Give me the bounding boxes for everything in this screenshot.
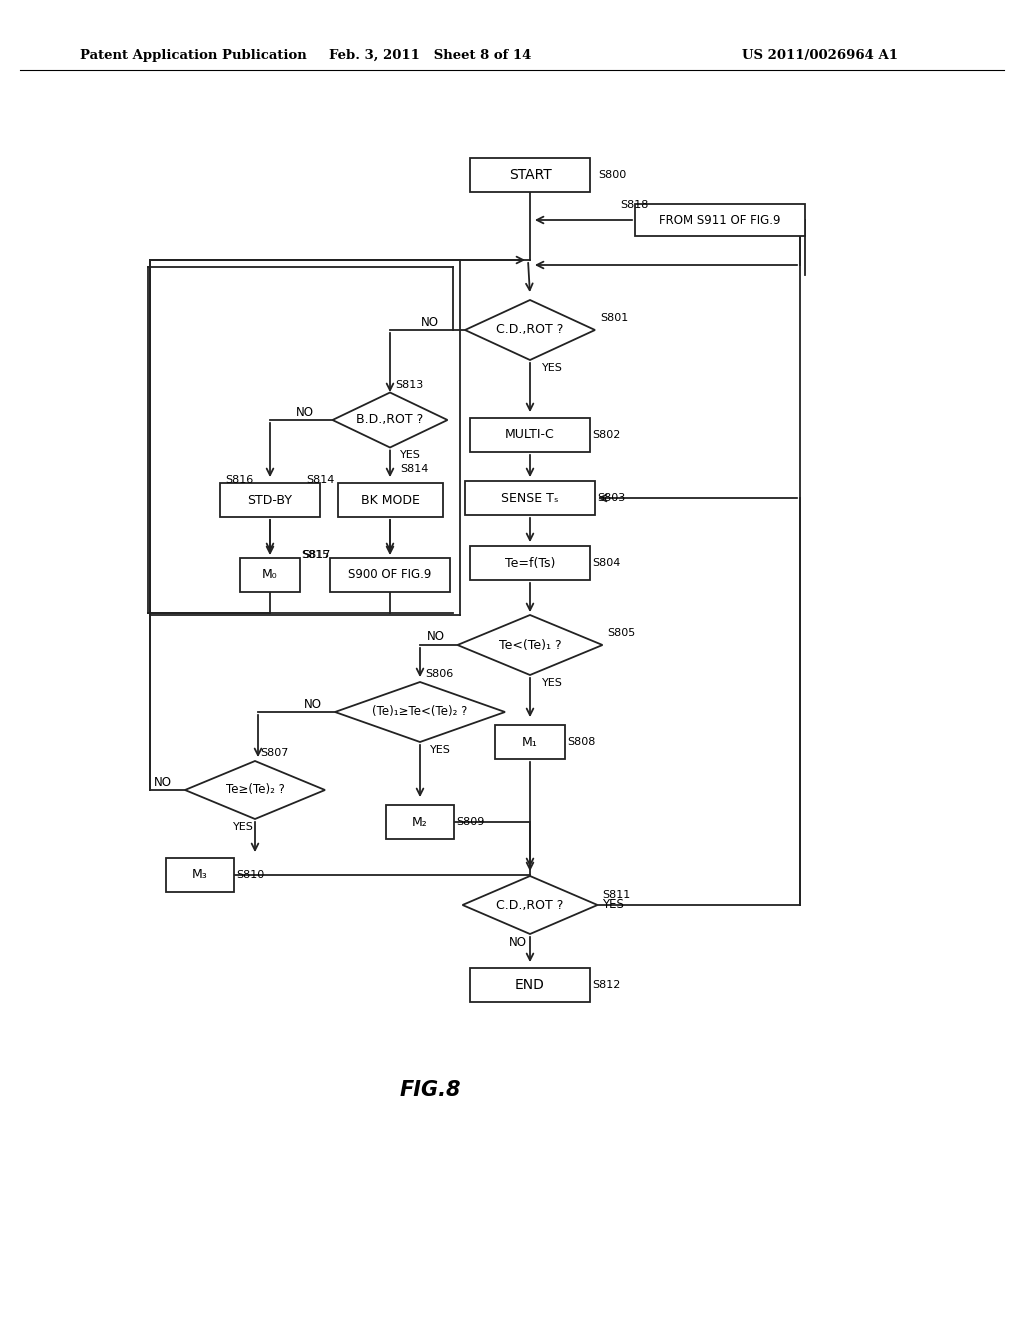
Text: YES: YES [232, 822, 253, 832]
Text: S817: S817 [302, 550, 331, 560]
Text: S818: S818 [620, 201, 648, 210]
Text: S805: S805 [607, 628, 636, 638]
FancyBboxPatch shape [470, 546, 590, 579]
Text: S801: S801 [600, 313, 629, 323]
Text: S803: S803 [597, 492, 626, 503]
FancyBboxPatch shape [635, 205, 805, 236]
FancyBboxPatch shape [330, 558, 450, 591]
Text: S808: S808 [567, 737, 595, 747]
FancyBboxPatch shape [470, 968, 590, 1002]
Text: S900 OF FIG.9: S900 OF FIG.9 [348, 569, 432, 582]
FancyBboxPatch shape [166, 858, 234, 892]
Text: S816: S816 [225, 475, 253, 484]
Text: S810: S810 [236, 870, 264, 880]
Text: NO: NO [154, 776, 172, 788]
Polygon shape [458, 615, 602, 675]
Text: US 2011/0026964 A1: US 2011/0026964 A1 [742, 49, 898, 62]
Text: YES: YES [400, 450, 421, 461]
Text: YES: YES [542, 678, 563, 688]
Text: Patent Application Publication: Patent Application Publication [80, 49, 307, 62]
Text: FIG.8: FIG.8 [399, 1080, 461, 1100]
Text: Te≥(Te)₂ ?: Te≥(Te)₂ ? [225, 784, 285, 796]
Text: Feb. 3, 2011   Sheet 8 of 14: Feb. 3, 2011 Sheet 8 of 14 [329, 49, 531, 62]
Text: FROM S911 OF FIG.9: FROM S911 OF FIG.9 [659, 214, 780, 227]
FancyBboxPatch shape [338, 483, 442, 517]
Text: B.D.,ROT ?: B.D.,ROT ? [356, 413, 424, 426]
Text: S814: S814 [306, 475, 335, 484]
FancyBboxPatch shape [470, 158, 590, 191]
Text: S807: S807 [260, 748, 289, 758]
Text: YES: YES [542, 363, 563, 374]
Text: S809: S809 [456, 817, 484, 828]
Text: S806: S806 [425, 669, 454, 678]
Text: S804: S804 [592, 558, 621, 568]
Text: NO: NO [296, 405, 313, 418]
Text: M₃: M₃ [193, 869, 208, 882]
FancyBboxPatch shape [240, 558, 300, 591]
Polygon shape [465, 300, 595, 360]
FancyBboxPatch shape [465, 480, 595, 515]
Text: END: END [515, 978, 545, 993]
Text: NO: NO [509, 936, 527, 949]
Polygon shape [463, 876, 597, 935]
Text: BK MODE: BK MODE [360, 494, 420, 507]
FancyBboxPatch shape [220, 483, 319, 517]
Text: START: START [509, 168, 551, 182]
Polygon shape [185, 762, 325, 818]
Text: STD-BY: STD-BY [248, 494, 293, 507]
Text: C.D.,ROT ?: C.D.,ROT ? [497, 899, 563, 912]
FancyBboxPatch shape [470, 418, 590, 451]
Text: S802: S802 [592, 430, 621, 440]
Text: NO: NO [421, 315, 439, 329]
Text: YES: YES [602, 899, 625, 912]
FancyBboxPatch shape [495, 725, 565, 759]
Text: (Te)₁≥Te<(Te)₂ ?: (Te)₁≥Te<(Te)₂ ? [373, 705, 468, 718]
Text: NO: NO [427, 631, 444, 644]
Text: S813: S813 [395, 380, 423, 389]
Text: YES: YES [430, 744, 451, 755]
Polygon shape [333, 392, 447, 447]
Polygon shape [335, 682, 505, 742]
Text: NO: NO [304, 697, 322, 710]
Text: Te=f(Ts): Te=f(Ts) [505, 557, 555, 569]
Text: C.D.,ROT ?: C.D.,ROT ? [497, 323, 563, 337]
Text: S814: S814 [400, 463, 428, 474]
Text: Te<(Te)₁ ?: Te<(Te)₁ ? [499, 639, 561, 652]
Text: SENSE Tₛ: SENSE Tₛ [502, 491, 559, 504]
Text: M₁: M₁ [522, 735, 538, 748]
Text: S811: S811 [602, 890, 631, 900]
Text: S800: S800 [598, 170, 627, 180]
Text: MULTI-C: MULTI-C [505, 429, 555, 441]
Text: S815: S815 [302, 550, 330, 560]
FancyBboxPatch shape [386, 805, 454, 840]
Text: S812: S812 [592, 979, 621, 990]
Text: M₀: M₀ [262, 569, 278, 582]
Text: M₂: M₂ [412, 816, 428, 829]
